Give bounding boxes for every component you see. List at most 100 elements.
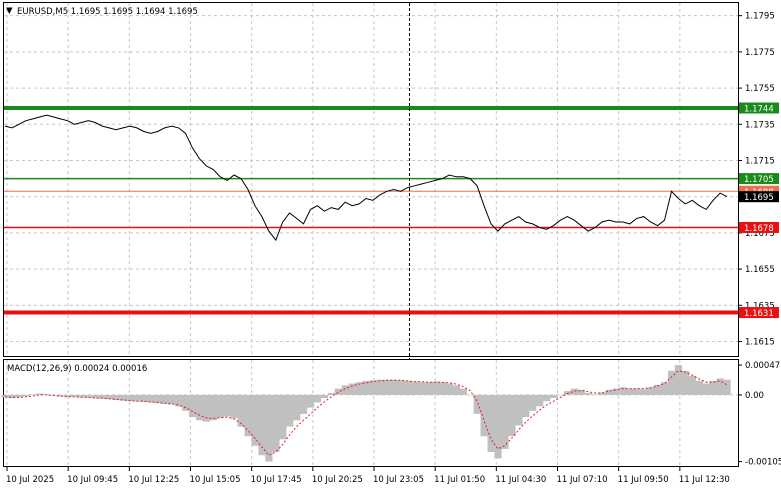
- macd-bar: [411, 381, 419, 395]
- macd-bar: [605, 389, 613, 395]
- level-tag-label: 1.1744: [744, 104, 774, 114]
- macd-label: MACD(12,26,9) 0.00024 0.00016: [7, 364, 147, 374]
- macd-bar: [543, 394, 551, 402]
- macd-bar: [432, 381, 440, 395]
- macd-bar: [307, 394, 315, 408]
- price-tick-label: 1.1615: [745, 338, 775, 348]
- macd-bar: [71, 394, 79, 397]
- macd-bar: [654, 384, 662, 395]
- macd-bar: [272, 394, 280, 452]
- macd-bar: [404, 380, 412, 395]
- macd-bar: [668, 370, 676, 395]
- time-tick-label: 10 Jul 09:45: [67, 475, 118, 485]
- time-tick-label: 10 Jul 2025: [6, 475, 54, 485]
- macd-bar: [529, 394, 537, 411]
- macd-bar: [626, 388, 634, 395]
- macd-bar: [22, 394, 30, 397]
- macd-bar: [570, 388, 578, 395]
- price-tick-label: 1.1715: [745, 156, 775, 166]
- macd-bar: [334, 388, 342, 395]
- macd-bar: [327, 393, 335, 395]
- macd-bar: [105, 394, 113, 400]
- macd-bar: [709, 380, 717, 395]
- macd-bar: [674, 365, 683, 395]
- macd-bar: [619, 387, 627, 395]
- time-tick-label: 10 Jul 15:05: [190, 475, 241, 485]
- macd-bar: [147, 394, 155, 403]
- macd-bar: [487, 394, 495, 452]
- macd-bar: [189, 394, 197, 418]
- level-tag-label: 1.1705: [744, 175, 774, 185]
- macd-bar: [195, 394, 204, 421]
- time-tick-label: 10 Jul 17:45: [251, 475, 302, 485]
- time-tick-label: 10 Jul 20:25: [312, 475, 363, 485]
- macd-bar: [251, 394, 259, 446]
- macd-bar: [29, 394, 37, 395]
- price-series-line: [4, 114, 728, 242]
- macd-bar: [320, 394, 329, 399]
- macd-bar: [723, 379, 731, 395]
- macd-bar: [612, 388, 620, 395]
- macd-bar: [598, 392, 606, 395]
- macd-bar: [591, 394, 599, 395]
- macd-tick-label: -0.00105: [745, 458, 781, 468]
- macd-bar: [265, 394, 273, 462]
- macd-bar: [91, 394, 99, 399]
- macd-bar: [313, 394, 322, 403]
- macd-bar: [633, 388, 641, 395]
- macd-bar: [133, 394, 141, 402]
- level-tag: [739, 307, 779, 319]
- macd-bar: [418, 382, 426, 395]
- macd-bar: [64, 394, 72, 397]
- macd-bar: [556, 394, 565, 396]
- macd-bar: [445, 383, 453, 395]
- macd-bar: [425, 382, 433, 395]
- macd-bar: [154, 394, 162, 404]
- macd-bar: [508, 394, 516, 437]
- macd-bar: [140, 394, 148, 402]
- macd-axis: 0.00047 0.00 -0.00105: [738, 361, 781, 468]
- price-tick-label: 1.1675: [745, 229, 775, 239]
- macd-tick-label: 0.00047: [745, 361, 780, 371]
- price-grid: [4, 3, 738, 356]
- macd-histogram: [1, 365, 731, 462]
- current-price-label: 1.1695: [744, 193, 774, 203]
- macd-bar: [36, 393, 44, 395]
- macd-bar: [550, 394, 558, 399]
- macd-bar: [695, 380, 703, 395]
- level-tag: [739, 173, 779, 185]
- time-tick-label: 11 Jul 04:30: [495, 475, 546, 485]
- level-tag: [739, 102, 779, 114]
- macd-bar: [57, 394, 65, 397]
- macd-bar: [438, 382, 447, 395]
- time-tick-label: 10 Jul 23:05: [373, 475, 424, 485]
- macd-signal-line: [4, 370, 728, 456]
- price-panel[interactable]: [3, 2, 739, 357]
- level-tag: [739, 221, 779, 233]
- time-tick-label: 11 Jul 01:50: [434, 475, 485, 485]
- macd-bar: [702, 383, 710, 395]
- macd-bar: [473, 394, 481, 414]
- price-tick-label: 1.1775: [745, 48, 775, 58]
- symbol-menu-icon[interactable]: ▼: [6, 6, 13, 16]
- macd-bar: [168, 394, 176, 405]
- macd-bar: [577, 389, 585, 395]
- time-axis: 10 Jul 2025 10 Jul 09:45 10 Jul 12:25 10 Ju…: [6, 467, 730, 485]
- macd-bar: [390, 379, 398, 395]
- price-tick-label: 1.1735: [745, 120, 775, 130]
- macd-bar: [237, 394, 245, 427]
- macd-bar: [84, 394, 92, 398]
- symbol-header: EURUSD,M5 1.1695 1.1695 1.1694 1.1695: [17, 7, 198, 17]
- macd-bar: [112, 394, 120, 400]
- macd-bar: [161, 394, 169, 404]
- macd-bar: [223, 394, 231, 417]
- macd-bar: [202, 394, 211, 422]
- macd-tick-label: 0.00: [745, 391, 764, 401]
- macd-bar: [230, 394, 238, 419]
- macd-bar: [681, 370, 690, 395]
- macd-bar: [716, 378, 724, 395]
- macd-panel[interactable]: [3, 359, 739, 467]
- macd-bar: [459, 388, 467, 395]
